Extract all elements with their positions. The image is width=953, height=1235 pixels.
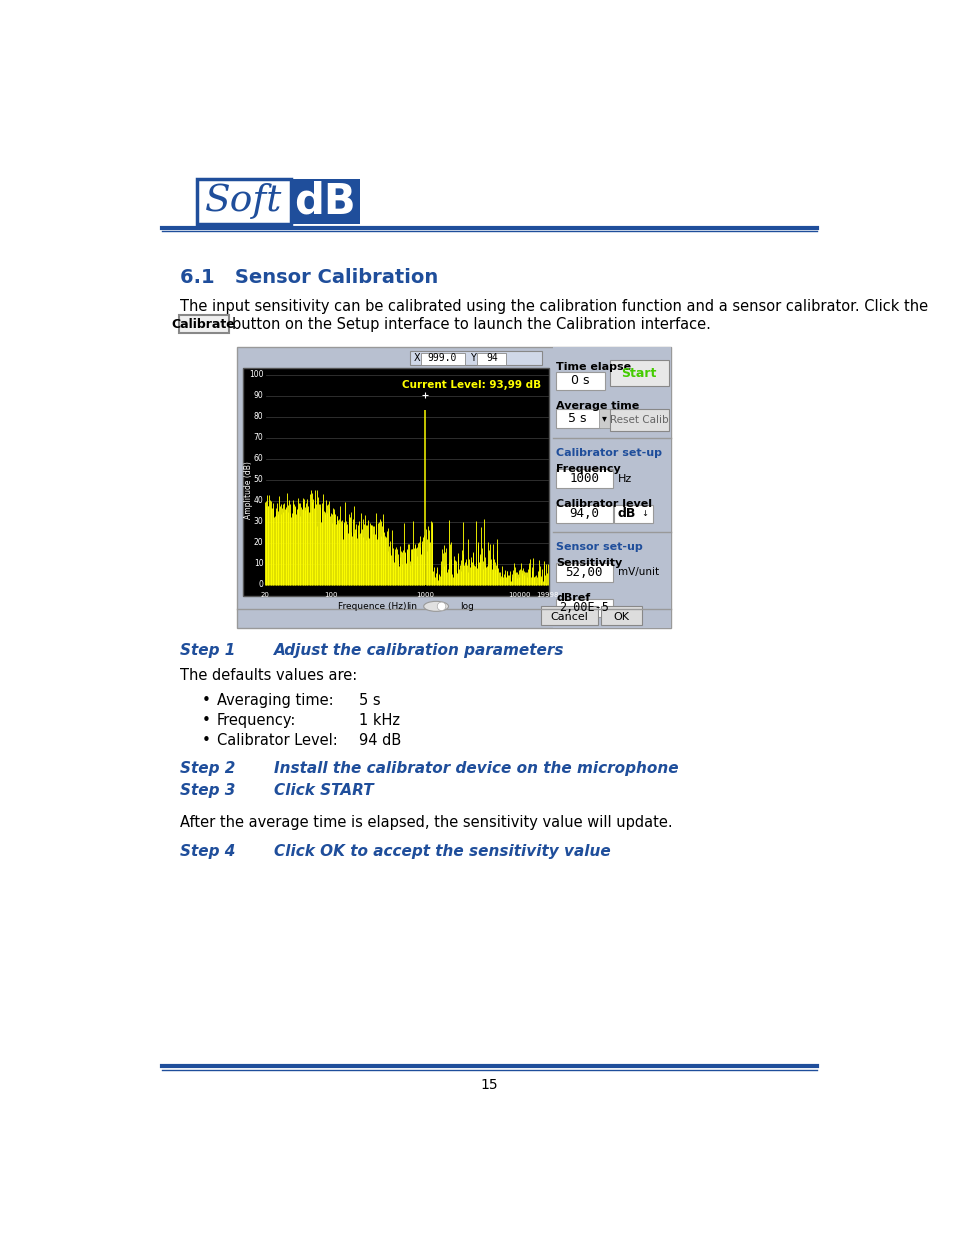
Text: Reset Calib: Reset Calib (609, 415, 668, 425)
Text: Calibrate: Calibrate (172, 319, 235, 331)
Text: 1 kHz: 1 kHz (359, 714, 400, 729)
Text: •: • (201, 714, 210, 729)
Text: Calibrator level: Calibrator level (556, 499, 652, 509)
Text: Click START: Click START (274, 783, 374, 798)
Text: The defaults values are:: The defaults values are: (179, 668, 356, 683)
Text: 10: 10 (253, 559, 263, 568)
Text: 40: 40 (253, 496, 263, 505)
Bar (410, 352, 541, 366)
Text: 6.1   Sensor Calibration: 6.1 Sensor Calibration (179, 268, 437, 287)
Text: Click OK to accept the sensitivity value: Click OK to accept the sensitivity value (274, 845, 610, 860)
Text: lin: lin (406, 601, 416, 611)
Text: The input sensitivity can be calibrated using the calibration function and a sen: The input sensitivity can be calibrated … (179, 299, 927, 314)
FancyBboxPatch shape (600, 606, 641, 625)
Circle shape (436, 603, 445, 610)
Text: Frequency:: Frequency: (216, 714, 296, 729)
FancyBboxPatch shape (555, 409, 599, 427)
Text: mV/unit: mV/unit (617, 567, 658, 578)
Bar (236, 347, 670, 627)
FancyBboxPatch shape (420, 353, 464, 366)
Text: ▾: ▾ (601, 414, 606, 424)
Text: 1000: 1000 (416, 592, 434, 598)
Text: 94,0: 94,0 (569, 508, 598, 520)
Text: Calibrator Level:: Calibrator Level: (216, 734, 337, 748)
FancyBboxPatch shape (476, 353, 505, 366)
Bar (291, 179, 359, 224)
Text: After the average time is elapsed, the sensitivity value will update.: After the average time is elapsed, the s… (179, 815, 672, 830)
Text: Step 2: Step 2 (179, 761, 234, 776)
Text: Step 1: Step 1 (179, 643, 234, 658)
Text: Frequency: Frequency (556, 464, 620, 474)
Text: 70: 70 (253, 433, 263, 442)
Bar (243, 368, 549, 595)
FancyBboxPatch shape (555, 563, 612, 582)
Ellipse shape (423, 601, 448, 611)
Text: 80: 80 (253, 412, 263, 421)
Text: dBref: dBref (556, 593, 590, 603)
Text: ↓: ↓ (640, 510, 647, 519)
Text: 0: 0 (258, 580, 263, 589)
Text: button on the Setup interface to launch the Calibration interface.: button on the Setup interface to launch … (233, 317, 711, 332)
Bar (196, 179, 291, 224)
Text: 60: 60 (253, 454, 263, 463)
Text: 1000: 1000 (569, 472, 598, 485)
Text: Hz: Hz (617, 473, 631, 484)
Text: 30: 30 (253, 517, 263, 526)
Text: dB: dB (617, 508, 636, 520)
Text: Average time: Average time (556, 401, 639, 411)
Text: 20: 20 (260, 592, 269, 598)
Text: Amplitude (dB): Amplitude (dB) (244, 461, 253, 519)
Text: X: X (414, 353, 420, 363)
FancyBboxPatch shape (555, 469, 612, 488)
Text: OK: OK (613, 613, 629, 622)
Text: •: • (201, 734, 210, 748)
Text: dB: dB (294, 180, 355, 222)
Text: 19998: 19998 (536, 592, 558, 598)
Text: 100: 100 (249, 370, 263, 379)
Text: 52,00: 52,00 (565, 566, 602, 579)
Text: 20: 20 (253, 538, 263, 547)
FancyBboxPatch shape (555, 599, 612, 618)
Text: Step 3: Step 3 (179, 783, 234, 798)
FancyBboxPatch shape (555, 372, 604, 390)
Text: Frequence (Hz): Frequence (Hz) (337, 601, 406, 611)
Text: 10000: 10000 (508, 592, 530, 598)
Text: Cancel: Cancel (550, 613, 588, 622)
Bar (553, 347, 670, 627)
Text: Step 4: Step 4 (179, 845, 234, 860)
Text: log: log (459, 601, 473, 611)
Text: Current Level: 93,99 dB: Current Level: 93,99 dB (402, 380, 541, 390)
Text: Adjust the calibration parameters: Adjust the calibration parameters (274, 643, 564, 658)
Text: Averaging time:: Averaging time: (216, 693, 334, 709)
Text: Time elapse: Time elapse (556, 362, 631, 372)
FancyBboxPatch shape (540, 606, 598, 625)
Text: 0 s: 0 s (571, 374, 589, 388)
Text: Sensitivity: Sensitivity (556, 558, 622, 568)
Text: 94 dB: 94 dB (359, 734, 401, 748)
Text: 15: 15 (479, 1077, 497, 1092)
FancyBboxPatch shape (614, 505, 653, 524)
Text: 999.0: 999.0 (427, 353, 456, 363)
Text: 100: 100 (324, 592, 337, 598)
FancyBboxPatch shape (179, 315, 229, 333)
Text: Sensor set-up: Sensor set-up (556, 542, 642, 552)
FancyBboxPatch shape (598, 409, 609, 427)
Text: Install the calibrator device on the microphone: Install the calibrator device on the mic… (274, 761, 679, 776)
FancyBboxPatch shape (609, 359, 668, 387)
Text: Y: Y (470, 353, 476, 363)
Text: •: • (201, 693, 210, 709)
Text: Soft: Soft (205, 183, 282, 220)
Text: 94: 94 (486, 353, 497, 363)
Text: 5 s: 5 s (567, 412, 586, 425)
Text: 90: 90 (253, 391, 263, 400)
Text: 5 s: 5 s (359, 693, 381, 709)
Text: 50: 50 (253, 475, 263, 484)
FancyBboxPatch shape (609, 409, 668, 431)
Text: 2,00E-5: 2,00E-5 (558, 601, 609, 614)
Text: Start: Start (621, 367, 657, 379)
FancyBboxPatch shape (555, 505, 612, 524)
Text: Calibrator set-up: Calibrator set-up (556, 448, 661, 458)
